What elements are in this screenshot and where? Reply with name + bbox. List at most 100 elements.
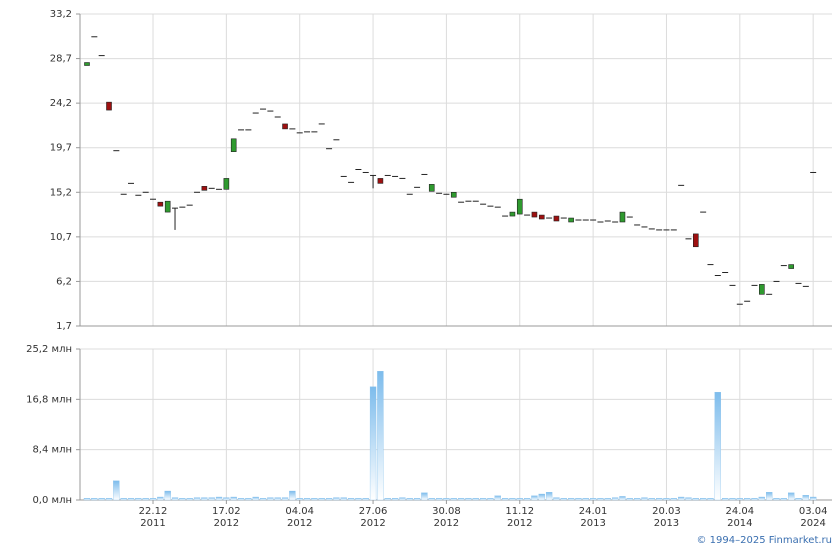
volume-bar	[245, 498, 252, 501]
volume-bar	[355, 498, 362, 501]
y-tick-label: 16,8 млн	[26, 394, 72, 405]
volume-bar	[157, 496, 164, 501]
volume-bar	[611, 497, 619, 501]
x-tick-label: 30.08 2012	[432, 506, 461, 529]
volume-bar	[421, 492, 428, 501]
volume-bar	[171, 497, 179, 501]
volume-bar	[457, 498, 465, 501]
volume-bar	[443, 498, 450, 501]
volume-bar	[413, 498, 421, 501]
volume-bar	[347, 498, 355, 501]
candle-body	[553, 215, 560, 222]
volume-bar	[751, 498, 758, 501]
volume-bar	[127, 498, 135, 501]
volume-bar	[641, 497, 648, 501]
volume-bar	[487, 498, 494, 501]
volume-bar	[289, 490, 296, 501]
y-tick-label: 33,2	[50, 9, 72, 20]
x-tick-label: 27.06 2012	[358, 506, 388, 529]
volume-bar	[399, 497, 406, 501]
volume-bar	[296, 498, 303, 501]
volume-bar	[494, 495, 501, 501]
volume-bar	[267, 497, 274, 501]
volume-bar	[201, 497, 208, 501]
candle-body	[516, 198, 523, 215]
volume-bar	[699, 498, 707, 501]
volume-bar	[597, 498, 604, 501]
volume-bar	[677, 496, 685, 501]
volume-bar	[692, 498, 699, 501]
volume-bar	[538, 493, 545, 501]
candle-body	[377, 178, 384, 184]
y-tick-label: 10,7	[50, 232, 72, 243]
volume-bar	[98, 498, 105, 501]
candle-body	[693, 233, 699, 248]
candle-body	[759, 284, 765, 295]
volume-bar	[91, 498, 98, 501]
volume-bar	[362, 498, 369, 501]
candle-body	[84, 62, 90, 66]
volume-bar	[333, 497, 340, 501]
volume-bar	[802, 495, 809, 501]
volume-bar	[230, 496, 237, 501]
y-tick-label: 0,0 млн	[32, 495, 72, 506]
volume-bar	[655, 498, 663, 501]
y-tick-label: 15,2	[50, 187, 72, 198]
volume-bar	[252, 496, 259, 501]
candle-body	[201, 186, 208, 191]
volume-bar	[589, 498, 597, 501]
candle-body	[428, 184, 435, 192]
volume-bar	[626, 498, 633, 501]
volume-bar	[208, 497, 215, 501]
volume-bar	[479, 498, 487, 501]
volume-bar	[318, 498, 325, 501]
volume-bar	[311, 498, 318, 501]
volume-bar	[135, 498, 142, 501]
volume-bar	[237, 498, 245, 501]
volume-bar	[663, 498, 670, 501]
volume-bar	[391, 498, 399, 501]
y-tick-label: 28,7	[50, 54, 72, 65]
x-tick-label: 17.02 2012	[212, 506, 241, 529]
volume-bar	[545, 492, 553, 501]
candle-body	[568, 217, 574, 223]
volume-bar	[428, 498, 435, 501]
y-tick-label: 24,2	[50, 98, 72, 109]
volume-bar	[369, 386, 377, 501]
volume-bar	[648, 498, 655, 501]
volume-bar	[553, 497, 560, 501]
candle-body	[106, 101, 112, 111]
volume-bar	[560, 498, 567, 501]
volume-bar	[303, 498, 311, 501]
volume-bar	[193, 497, 201, 501]
candle-body	[619, 211, 626, 223]
volume-bar	[450, 498, 457, 501]
volume-bar	[619, 496, 626, 501]
x-tick-label: 20.03 2013	[652, 506, 681, 529]
x-tick-label: 03.04 2024	[798, 506, 828, 529]
copyright: © 1994–2025 Finmarket.ru	[696, 535, 832, 546]
candle-body	[450, 191, 457, 198]
volume-bar	[113, 480, 120, 501]
volume-bar	[186, 498, 193, 501]
volume-bar	[164, 490, 171, 501]
x-tick-label: 22.12 2011	[138, 506, 168, 529]
volume-bar	[501, 498, 509, 501]
volume-bar	[377, 371, 384, 501]
volume-bar	[179, 498, 186, 501]
volume-bar	[685, 497, 692, 501]
volume-bar	[340, 497, 347, 501]
volume-bar	[707, 498, 714, 501]
volume-bar	[406, 498, 413, 501]
y-tick-label: 6,2	[56, 276, 72, 287]
volume-bar	[670, 498, 677, 501]
volume-bar	[384, 498, 391, 501]
candle-body	[230, 138, 237, 152]
volume-bar	[780, 498, 787, 501]
volume-bar	[142, 498, 149, 501]
volume-bar	[582, 498, 589, 501]
volume-bar	[435, 498, 443, 501]
volume-bar	[465, 498, 472, 501]
